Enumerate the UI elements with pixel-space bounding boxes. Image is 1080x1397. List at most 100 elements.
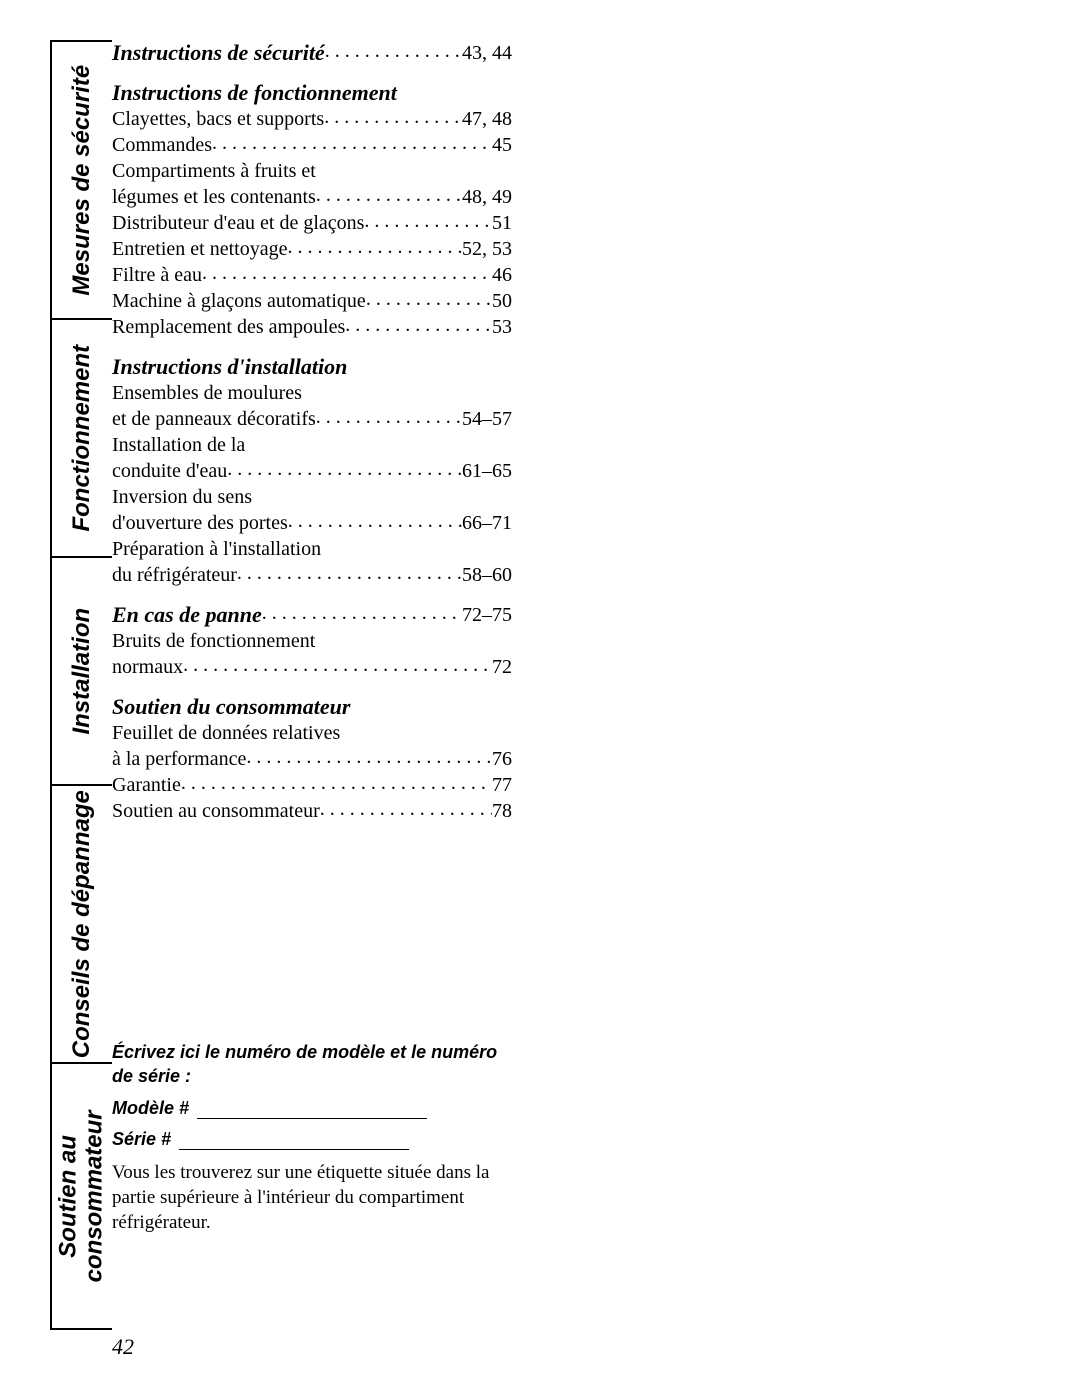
toc-entry: Filtre à eau 46 [112,262,512,288]
leader-dots [262,602,462,628]
page-ref: 45 [492,132,512,158]
page-ref: 51 [492,210,512,236]
model-heading: Écrivez ici le numéro de modèle et le nu… [112,1040,502,1088]
section-heading: Soutien du consommateur [112,694,512,720]
side-tabs: Mesures de sécurité Fonctionnement Install… [50,40,112,1330]
toc-entry: Distributeur d'eau et de glaçons 51 [112,210,512,236]
toc-label: Garantie [112,772,181,798]
toc-entry-cont: Ensembles de moulures [112,380,512,406]
toc-section-panne: En cas de panne 72–75 Bruits de fonction… [112,602,512,680]
toc-label: du réfrigérateur [112,562,237,588]
page-ref: 53 [492,314,512,340]
toc-entry: légumes et les contenants 48, 49 [112,184,512,210]
page-ref: 66–71 [462,510,512,536]
leader-dots [246,746,492,772]
page-ref: 52, 53 [462,236,512,262]
toc-content: Instructions de sécurité 43, 44 Instruct… [112,40,512,838]
leader-dots [325,40,462,66]
toc-label: Clayettes, bacs et supports [112,106,324,132]
leader-dots [183,654,492,680]
tab-label: Fonctionnement [69,345,95,532]
model-number-line: Modèle # [112,1098,502,1119]
toc-label: et de panneaux décoratifs [112,406,316,432]
toc-entry: normaux 72 [112,654,512,680]
page-ref: 72 [492,654,512,680]
leader-dots [287,236,462,262]
serial-number-line: Série # [112,1129,502,1150]
tab-label: Mesures de sécurité [69,65,95,296]
page-ref: 43, 44 [462,40,512,66]
leader-dots [324,106,462,132]
leader-dots [316,184,462,210]
section-heading: En cas de panne [112,602,262,628]
toc-entry: du réfrigérateur 58–60 [112,562,512,588]
tab-label: Conseils de dépannage [69,790,95,1058]
toc-entry: Clayettes, bacs et supports 47, 48 [112,106,512,132]
page-ref: 78 [492,798,512,824]
toc-section-fonctionnement: Instructions de fonctionnement Clayettes… [112,80,512,340]
page-ref: 77 [492,772,512,798]
leader-dots [181,772,492,798]
leader-dots [237,562,462,588]
toc-entry-cont: Préparation à l'installation [112,536,512,562]
toc-entry-cont: Installation de la [112,432,512,458]
toc-entry: Commandes45 [112,132,512,158]
leader-dots [366,288,492,314]
toc-entry-cont: Bruits de fonctionnement [112,628,512,654]
page: Mesures de sécurité Fonctionnement Install… [50,40,1030,1360]
page-ref: 46 [492,262,512,288]
leader-dots [320,798,492,824]
toc-label: Remplacement des ampoules [112,314,345,340]
model-serial-block: Écrivez ici le numéro de modèle et le nu… [112,1040,502,1235]
toc-label: Soutien au consommateur [112,798,320,824]
model-label: Modèle # [112,1098,189,1119]
page-ref: 48, 49 [462,184,512,210]
side-tab: Fonctionnement [50,318,112,558]
toc-entry-cont: Inversion du sens [112,484,512,510]
section-heading: Instructions de fonctionnement [112,80,512,106]
side-tab: Mesures de sécurité [50,40,112,320]
toc-label: conduite d'eau [112,458,227,484]
toc-entry: à la performance 76 [112,746,512,772]
tab-label: Installation [69,608,95,735]
tab-label: Soutien auconsommateur [56,1110,109,1282]
serial-input-line[interactable] [179,1132,409,1150]
page-ref: 72–75 [462,602,512,628]
page-ref: 54–57 [462,406,512,432]
toc-label: Machine à glaçons automatique [112,288,366,314]
page-ref: 50 [492,288,512,314]
toc-label: Filtre à eau [112,262,202,288]
toc-entry: Entretien et nettoyage 52, 53 [112,236,512,262]
page-ref: 58–60 [462,562,512,588]
toc-label: à la performance [112,746,246,772]
page-ref: 47, 48 [462,106,512,132]
page-number: 42 [112,1334,134,1360]
leader-dots [202,262,492,288]
toc-entry-cont: Feuillet de données relatives [112,720,512,746]
toc-label: normaux [112,654,183,680]
leader-dots [288,510,462,536]
page-ref: 76 [492,746,512,772]
toc-section-installation: Instructions d'installation Ensembles de… [112,354,512,588]
toc-entry: d'ouverture des portes 66–71 [112,510,512,536]
toc-entry: Machine à glaçons automatique 50 [112,288,512,314]
side-tab: Installation [50,556,112,786]
toc-label: Distributeur d'eau et de glaçons [112,210,364,236]
toc-entry: et de panneaux décoratifs 54–57 [112,406,512,432]
toc-entry: Remplacement des ampoules 53 [112,314,512,340]
toc-label: d'ouverture des portes [112,510,288,536]
toc-section-soutien: Soutien du consommateur Feuillet de donn… [112,694,512,824]
side-tab: Soutien auconsommateur [50,1062,112,1330]
leader-dots [227,458,462,484]
toc-entry-cont: Compartiments à fruits et [112,158,512,184]
toc-entry: conduite d'eau61–65 [112,458,512,484]
toc-entry: Garantie 77 [112,772,512,798]
leader-dots [364,210,492,236]
side-tab: Conseils de dépannage [50,784,112,1064]
toc-section-securite: Instructions de sécurité 43, 44 [112,40,512,66]
model-input-line[interactable] [197,1101,427,1119]
leader-dots [345,314,492,340]
toc-label: Entretien et nettoyage [112,236,287,262]
toc-label: légumes et les contenants [112,184,316,210]
section-heading: Instructions de sécurité [112,40,325,66]
